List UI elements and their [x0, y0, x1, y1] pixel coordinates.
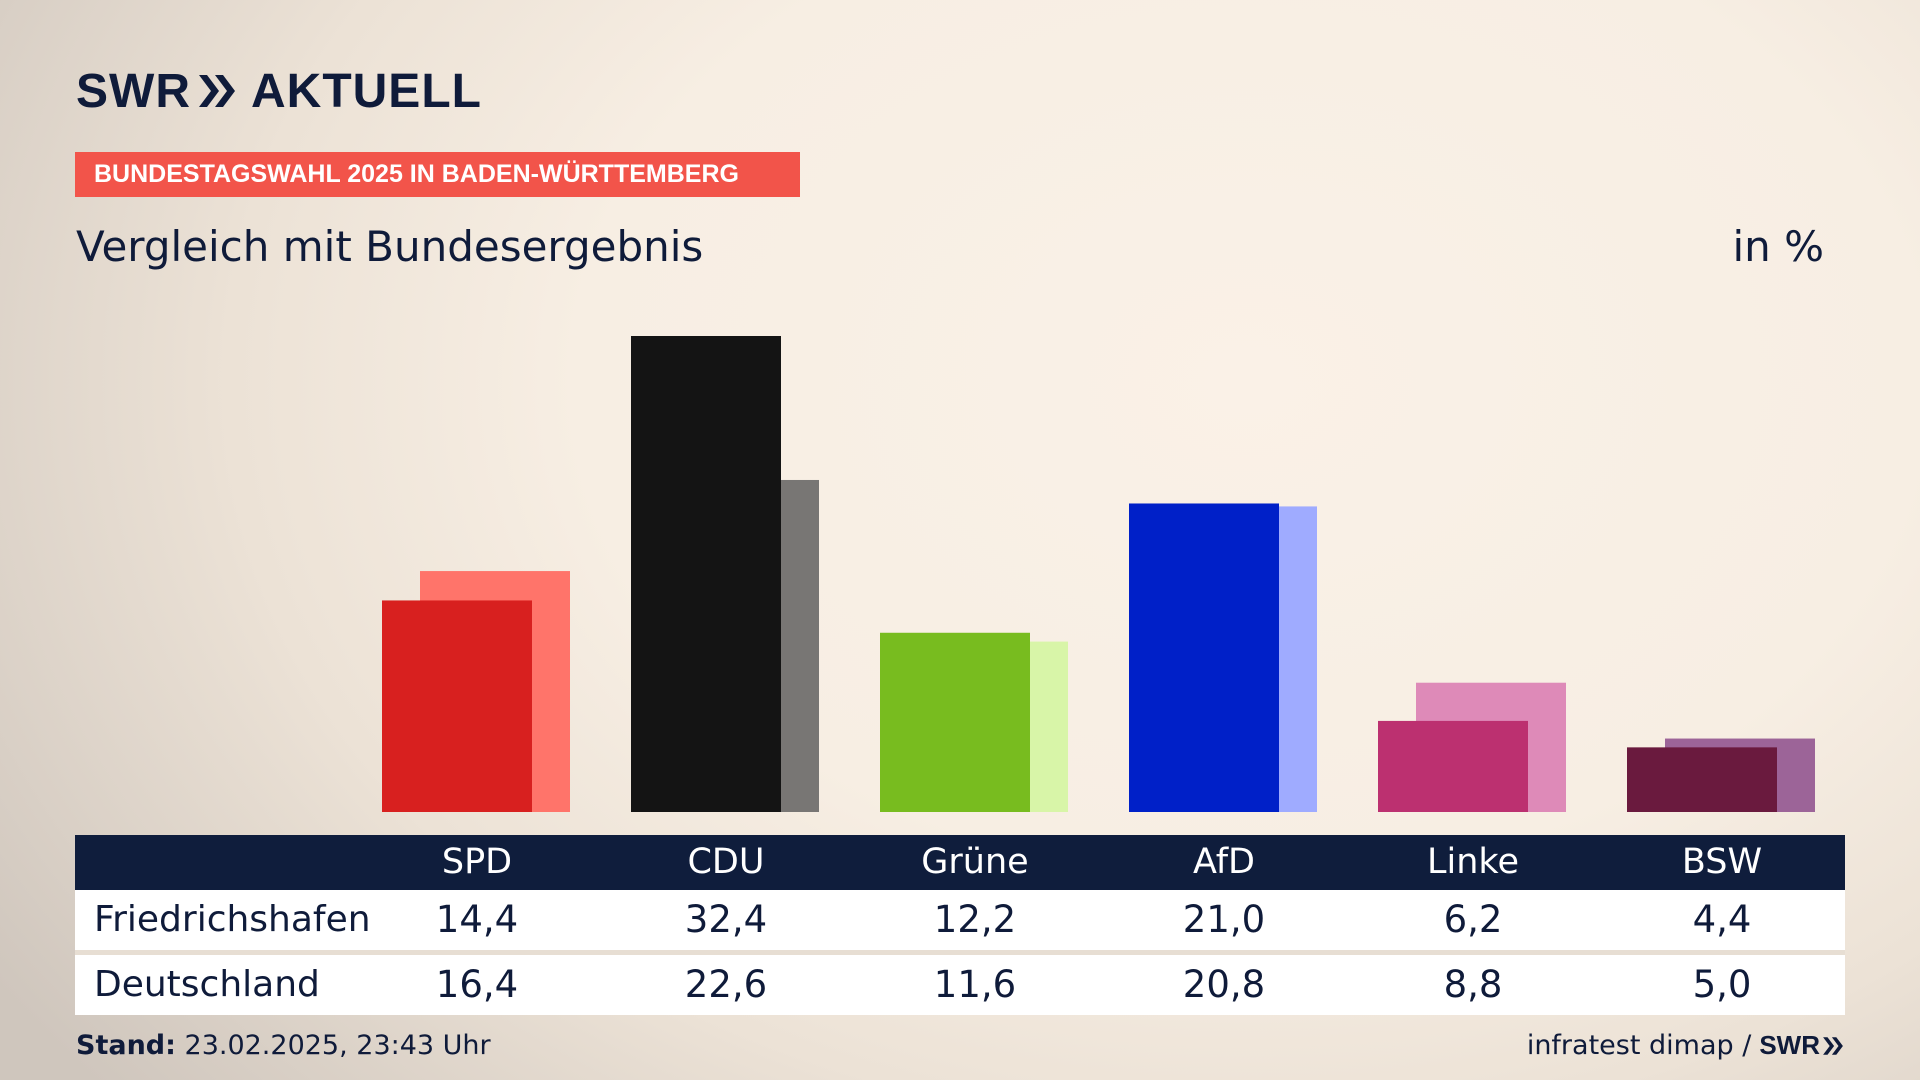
- table-row-deutschland: Deutschland 16,4 22,6 11,6 20,8 8,8 5,0: [75, 955, 1845, 1015]
- table-row-friedrichshafen: Friedrichshafen 14,4 32,4 12,2 21,0 6,2 4,4: [75, 890, 1845, 955]
- chart-subtitle: Vergleich mit Bundesergebnis: [76, 222, 704, 271]
- table-cell: 20,8: [1182, 963, 1266, 1006]
- table-cell: 12,2: [933, 898, 1017, 941]
- row-label: Friedrichshafen: [94, 899, 371, 940]
- table-cell: 4,4: [1692, 898, 1752, 941]
- source-credit: infratest dimap / SWR: [1527, 1030, 1844, 1061]
- logo-text-swr: SWR: [76, 64, 191, 118]
- table-cell: 14,4: [435, 898, 519, 941]
- bar-friedrichshafen-grüne: [880, 632, 1030, 812]
- stand-label: Stand:: [76, 1030, 176, 1061]
- column-header-bsw: BSW: [1681, 842, 1763, 882]
- source-text: infratest dimap /: [1526, 1030, 1752, 1061]
- table-cell: 32,4: [684, 898, 768, 941]
- timestamp: Stand: 23.02.2025, 23:43 Uhr: [76, 1030, 491, 1061]
- swr-aktuell-logo: SWR AKTUELL: [76, 64, 482, 118]
- table-cell: 21,0: [1182, 898, 1266, 941]
- unit-label: in %: [1732, 222, 1824, 271]
- column-header-afd: AfD: [1193, 842, 1255, 882]
- table-header: SPD CDU Grüne AfD Linke BSW: [75, 835, 1845, 890]
- column-header-linke: Linke: [1427, 842, 1519, 882]
- table-cell: 22,6: [684, 963, 768, 1006]
- bar-friedrichshafen-cdu: [631, 336, 781, 812]
- table-cell: 6,2: [1443, 898, 1503, 941]
- stand-value: 23.02.2025, 23:43 Uhr: [184, 1030, 491, 1061]
- row-label: Deutschland: [94, 964, 320, 1005]
- swr-small-logo: SWR: [1759, 1030, 1844, 1061]
- double-chevron-icon: [198, 75, 235, 107]
- table-cell: 5,0: [1692, 963, 1752, 1006]
- double-chevron-small-icon: [1823, 1036, 1843, 1055]
- table-cell: 8,8: [1443, 963, 1503, 1006]
- small-logo-text: SWR: [1759, 1030, 1820, 1060]
- topic-label: BUNDESTAGSWAHL 2025 IN BADEN-WÜRTTEMBERG: [94, 160, 739, 188]
- column-header-spd: SPD: [441, 842, 513, 882]
- logo-text-aktuell: AKTUELL: [250, 64, 482, 118]
- bar-friedrichshafen-spd: [382, 600, 532, 812]
- bar-friedrichshafen-afd: [1129, 503, 1279, 812]
- bar-friedrichshafen-linke: [1378, 720, 1528, 812]
- bar-chart: [382, 336, 1815, 812]
- column-header-cdu: CDU: [687, 842, 765, 882]
- column-header-grüne: Grüne: [921, 842, 1029, 882]
- results-table: SPD CDU Grüne AfD Linke BSW Friedrichshafen 1…: [75, 835, 1845, 1015]
- table-cell: 11,6: [933, 963, 1017, 1006]
- table-cell: 16,4: [435, 963, 519, 1006]
- topic-banner: BUNDESTAGSWAHL 2025 IN BADEN-WÜRTTEMBERG: [75, 152, 800, 197]
- bar-friedrichshafen-bsw: [1627, 747, 1777, 812]
